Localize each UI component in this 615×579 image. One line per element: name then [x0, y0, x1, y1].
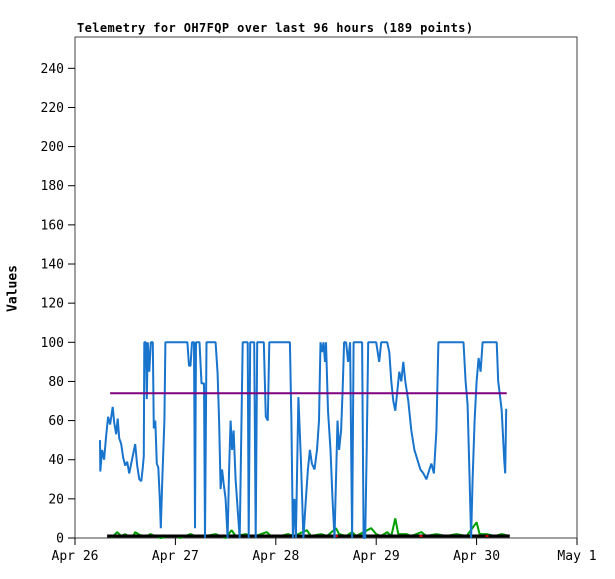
plot-frame [74, 36, 578, 539]
y-tick-label: 20 [48, 492, 64, 507]
y-tick-label: 240 [41, 62, 64, 77]
x-tick-label: Apr 28 [252, 549, 299, 564]
y-tick-label: 40 [48, 453, 64, 468]
y-tick-label: 100 [41, 336, 64, 351]
y-tick-label: 180 [41, 179, 64, 194]
y-tick-label: 220 [41, 101, 64, 116]
x-tick-label: Apr 29 [353, 549, 400, 564]
x-tick-label: Apr 26 [52, 549, 99, 564]
x-tick-label: Apr 30 [453, 549, 500, 564]
y-tick-label: 0 [56, 532, 64, 547]
y-tick-label: 80 [48, 375, 64, 390]
y-tick-label: 120 [41, 297, 64, 312]
y-tick-label: 160 [41, 218, 64, 233]
y-tick-label: 140 [41, 258, 64, 273]
y-tick-label: 60 [48, 414, 64, 429]
y-tick-label: 200 [41, 140, 64, 155]
chart-title: Telemetry for OH7FQP over last 96 hours … [77, 21, 474, 35]
x-tick-label: Apr 27 [152, 549, 199, 564]
telemetry-channel-blue-line [99, 341, 508, 539]
x-tick-label: May 1 [557, 549, 596, 564]
